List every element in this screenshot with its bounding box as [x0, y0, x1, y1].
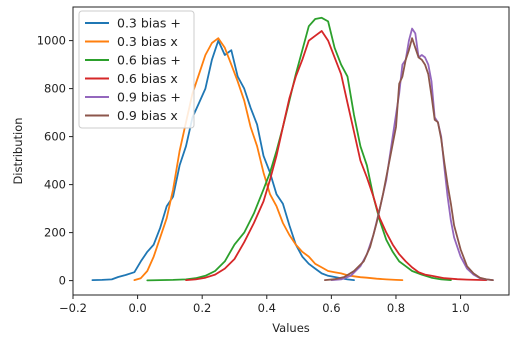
series-line-0 — [91, 39, 355, 281]
x-tick-label: −0.2 — [59, 301, 87, 315]
legend: 0.3 bias + 0.3 bias x 0.6 bias + 0.6 bias x… — [78, 10, 195, 129]
y-tick-label: 1000 — [37, 34, 66, 48]
y-tick-label: 600 — [44, 130, 66, 144]
x-tick-label: 0.0 — [128, 301, 146, 315]
legend-label-3: 0.6 bias x — [117, 71, 178, 86]
x-tick-label: 1.0 — [451, 301, 469, 315]
y-tick-label: 400 — [44, 178, 66, 192]
y-axis: 0 200 400 600 800 1000 — [37, 34, 73, 288]
series-line-3 — [185, 30, 488, 281]
x-tick-label: 0.8 — [387, 301, 405, 315]
series-line-2 — [146, 16, 452, 282]
x-axis: −0.2 0.0 0.2 0.4 0.6 0.8 1.0 — [59, 295, 470, 315]
legend-label-0: 0.3 bias + — [117, 16, 181, 31]
x-tick-label: 0.4 — [258, 301, 276, 315]
series-line-5 — [324, 37, 494, 281]
series-layer — [91, 16, 494, 282]
y-tick-label: 0 — [59, 274, 66, 288]
legend-label-5: 0.9 bias x — [117, 108, 178, 123]
plot-frame — [72, 6, 510, 296]
y-tick-label: 200 — [44, 226, 66, 240]
y-axis-title: Distribution — [11, 117, 25, 184]
legend-label-2: 0.6 bias + — [117, 53, 181, 68]
legend-label-1: 0.3 bias x — [117, 34, 178, 49]
legend-label-4: 0.9 bias + — [117, 90, 181, 105]
legend-box — [78, 10, 195, 129]
y-tick-label: 800 — [44, 82, 66, 96]
x-tick-label: 0.6 — [322, 301, 340, 315]
x-tick-label: 0.2 — [193, 301, 211, 315]
x-axis-title: Values — [272, 321, 310, 335]
